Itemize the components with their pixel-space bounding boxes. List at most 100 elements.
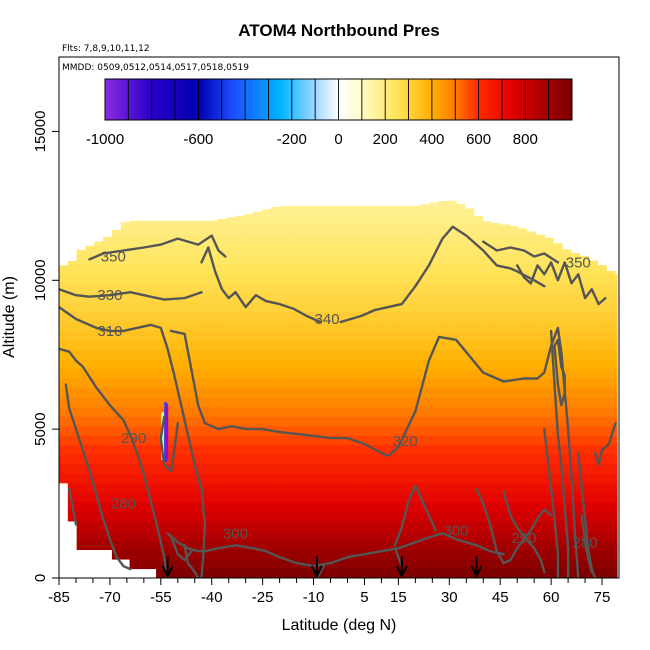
heatmap-cell xyxy=(200,292,210,303)
heatmap-cell xyxy=(561,435,572,446)
heatmap-cell xyxy=(67,511,78,522)
heatmap-cell xyxy=(367,301,378,312)
heatmap-cell xyxy=(341,205,351,208)
heatmap-cell xyxy=(517,549,528,560)
heatmap-cell xyxy=(323,463,334,474)
heatmap-cell xyxy=(244,444,254,455)
heatmap-cell xyxy=(200,377,210,389)
heatmap-cell xyxy=(403,330,413,341)
heatmap-cell xyxy=(456,425,466,436)
heatmap-cell xyxy=(350,444,360,455)
heatmap-cell xyxy=(367,349,378,360)
heatmap-cell xyxy=(509,406,519,417)
heatmap-cell xyxy=(147,244,157,255)
heatmap-cell xyxy=(438,539,448,551)
heatmap-cell xyxy=(332,492,342,503)
heatmap-cell xyxy=(111,244,122,255)
heatmap-cell xyxy=(323,282,334,293)
heatmap-cell xyxy=(156,282,166,293)
heatmap-cell xyxy=(526,254,537,265)
heatmap-cell xyxy=(94,406,104,417)
heatmap-cell xyxy=(306,263,316,274)
heatmap-cell xyxy=(411,377,422,389)
heatmap-cell xyxy=(138,492,148,503)
heatmap-cell xyxy=(464,549,475,560)
heatmap-cell xyxy=(376,311,387,322)
heatmap-cell xyxy=(103,263,113,274)
heatmap-cell xyxy=(217,482,228,493)
heatmap-cell xyxy=(332,377,342,389)
heatmap-cell xyxy=(367,311,378,322)
heatmap-cell xyxy=(147,482,157,493)
heatmap-cell xyxy=(85,245,95,255)
heatmap-cell xyxy=(314,244,325,255)
heatmap-cell xyxy=(579,273,590,284)
heatmap-cell xyxy=(420,435,431,446)
heatmap-cell xyxy=(164,501,175,512)
heatmap-cell xyxy=(447,387,457,398)
heatmap-cell xyxy=(350,205,360,208)
heatmap-cell xyxy=(103,416,113,427)
heatmap-cell xyxy=(156,501,166,512)
heatmap-cell xyxy=(535,358,545,370)
heatmap-cell xyxy=(526,330,537,341)
heatmap-cell xyxy=(261,320,272,331)
heatmap-cell xyxy=(588,558,598,570)
heatmap-cell xyxy=(570,282,581,293)
heatmap-cell xyxy=(561,282,572,293)
heatmap-cell xyxy=(544,282,554,293)
heatmap-cell xyxy=(235,416,245,427)
heatmap-cell xyxy=(182,435,192,446)
heatmap-cell xyxy=(403,339,413,350)
heatmap-cell xyxy=(191,220,201,227)
heatmap-cell xyxy=(447,406,457,417)
heatmap-cell xyxy=(420,482,431,493)
heatmap-cell xyxy=(103,406,113,417)
heatmap-cell xyxy=(544,492,554,503)
heatmap-cell xyxy=(288,206,298,217)
heatmap-cell xyxy=(261,492,272,503)
heatmap-cell xyxy=(76,435,87,446)
heatmap-cell xyxy=(517,358,528,370)
heatmap-cell xyxy=(447,358,457,370)
heatmap-cell xyxy=(420,225,431,236)
heatmap-cell xyxy=(588,377,598,389)
heatmap-cell xyxy=(473,292,484,303)
pressure-heatmap xyxy=(59,200,618,578)
heatmap-cell xyxy=(191,320,201,331)
heatmap-cell xyxy=(173,501,184,512)
heatmap-cell xyxy=(482,282,492,293)
heatmap-cell xyxy=(85,492,95,503)
heatmap-cell xyxy=(526,568,537,578)
heatmap-cell xyxy=(191,225,201,236)
heatmap-cell xyxy=(279,254,290,265)
heatmap-cell xyxy=(244,263,254,274)
heatmap-cell xyxy=(456,330,466,341)
heatmap-cell xyxy=(544,511,554,522)
heatmap-cell xyxy=(235,511,245,522)
heatmap-cell xyxy=(226,311,237,322)
heatmap-cell xyxy=(244,492,254,503)
heatmap-cell xyxy=(411,435,422,446)
heatmap-cell xyxy=(482,244,492,255)
heatmap-cell xyxy=(588,330,598,341)
heatmap-cell xyxy=(111,292,122,303)
heatmap-cell xyxy=(138,349,148,360)
heatmap-cell xyxy=(403,301,413,312)
heatmap-cell xyxy=(111,263,122,274)
heatmap-cell xyxy=(385,358,395,370)
heatmap-cell xyxy=(226,282,237,293)
heatmap-cell xyxy=(332,482,342,493)
heatmap-cell xyxy=(411,444,422,455)
heatmap-cell xyxy=(341,568,351,578)
heatmap-cell xyxy=(332,539,342,551)
heatmap-cell xyxy=(156,549,166,560)
heatmap-cell xyxy=(464,473,475,484)
heatmap-cell xyxy=(570,558,581,570)
heatmap-cell xyxy=(279,358,290,370)
heatmap-cell xyxy=(120,444,131,455)
heatmap-cell xyxy=(491,406,501,417)
heatmap-cell xyxy=(376,568,387,578)
heatmap-cell xyxy=(606,320,616,331)
